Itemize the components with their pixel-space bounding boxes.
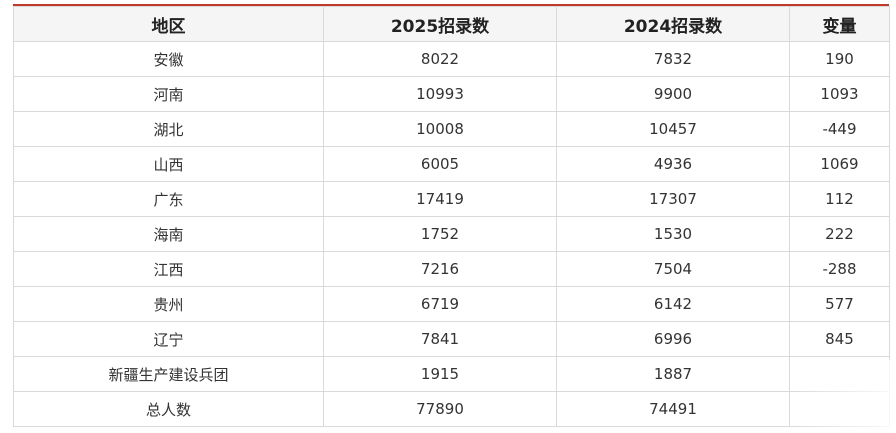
cell-2025: 77890	[323, 391, 557, 427]
cell-change: 190	[789, 41, 890, 77]
cell-region: 河南	[13, 76, 324, 112]
table-row: 安徽 8022 7832 190	[13, 41, 890, 77]
cell-2024: 1887	[556, 356, 790, 392]
table-header-row: 地区 2025招录数 2024招录数 变量	[13, 6, 890, 42]
cell-region: 湖北	[13, 111, 324, 147]
cell-change: 577	[789, 286, 890, 322]
cell-2024: 7832	[556, 41, 790, 77]
cell-region: 新疆生产建设兵团	[13, 356, 324, 392]
table-row: 河南 10993 9900 1093	[13, 76, 890, 112]
cell-2025: 1915	[323, 356, 557, 392]
table-row: 江西 7216 7504 -288	[13, 251, 890, 287]
cell-change: -449	[789, 111, 890, 147]
cell-2024: 6142	[556, 286, 790, 322]
table-row-total: 总人数 77890 74491	[13, 391, 890, 427]
cell-2025: 7216	[323, 251, 557, 287]
table-row: 新疆生产建设兵团 1915 1887	[13, 356, 890, 392]
cell-2024: 1530	[556, 216, 790, 252]
cell-2024: 9900	[556, 76, 790, 112]
table-row: 海南 1752 1530 222	[13, 216, 890, 252]
cell-change: 112	[789, 181, 890, 217]
cell-change: 1093	[789, 76, 890, 112]
cell-region: 江西	[13, 251, 324, 287]
cell-2024: 74491	[556, 391, 790, 427]
cell-region: 辽宁	[13, 321, 324, 357]
cell-change	[789, 356, 890, 392]
cell-change: 222	[789, 216, 890, 252]
cell-2025: 1752	[323, 216, 557, 252]
recruitment-table-container: 地区 2025招录数 2024招录数 变量 安徽 8022 7832 190 河…	[13, 4, 890, 428]
cell-region: 安徽	[13, 41, 324, 77]
table-row: 湖北 10008 10457 -449	[13, 111, 890, 147]
cell-region: 山西	[13, 146, 324, 182]
cell-2024: 6996	[556, 321, 790, 357]
cell-change: 845	[789, 321, 890, 357]
cell-2024: 17307	[556, 181, 790, 217]
table-row: 贵州 6719 6142 577	[13, 286, 890, 322]
cell-region: 贵州	[13, 286, 324, 322]
cell-region: 海南	[13, 216, 324, 252]
cell-2025: 10993	[323, 76, 557, 112]
header-region: 地区	[13, 6, 324, 42]
header-2024-count: 2024招录数	[556, 6, 790, 42]
recruitment-table: 地区 2025招录数 2024招录数 变量 安徽 8022 7832 190 河…	[13, 6, 890, 427]
cell-2025: 6719	[323, 286, 557, 322]
cell-region: 广东	[13, 181, 324, 217]
cell-2025: 8022	[323, 41, 557, 77]
cell-2025: 10008	[323, 111, 557, 147]
cell-2025: 6005	[323, 146, 557, 182]
cell-change: -288	[789, 251, 890, 287]
header-2025-count: 2025招录数	[323, 6, 557, 42]
cell-region: 总人数	[13, 391, 324, 427]
table-row: 辽宁 7841 6996 845	[13, 321, 890, 357]
table-row: 山西 6005 4936 1069	[13, 146, 890, 182]
cell-2024: 7504	[556, 251, 790, 287]
table-row: 广东 17419 17307 112	[13, 181, 890, 217]
cell-2025: 17419	[323, 181, 557, 217]
cell-change	[789, 391, 890, 427]
header-change: 变量	[789, 6, 890, 42]
cell-2025: 7841	[323, 321, 557, 357]
cell-2024: 10457	[556, 111, 790, 147]
cell-change: 1069	[789, 146, 890, 182]
cell-2024: 4936	[556, 146, 790, 182]
